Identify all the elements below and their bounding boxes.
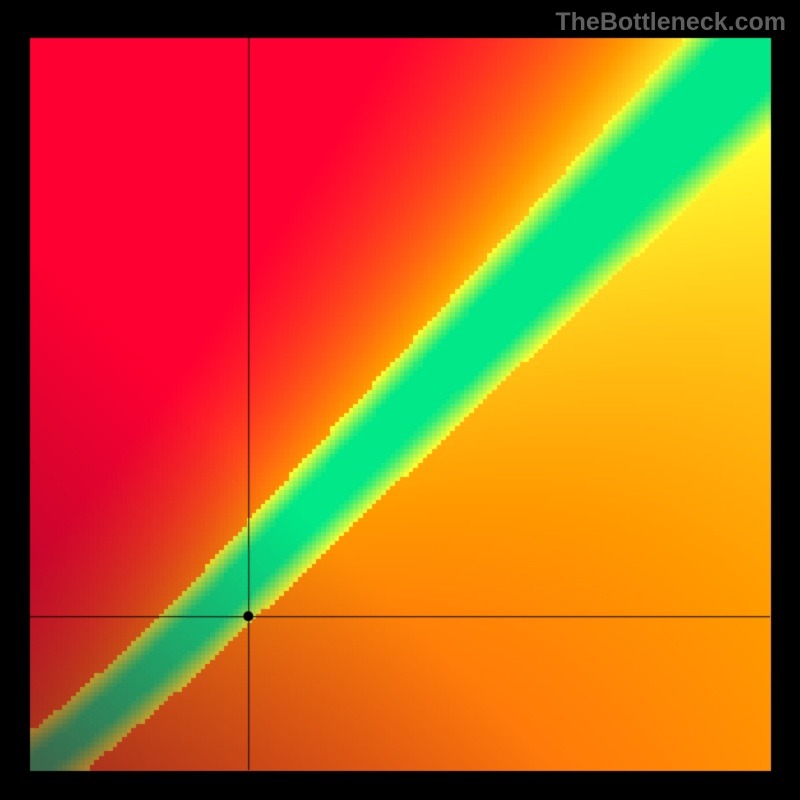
watermark-text: TheBottleneck.com (555, 8, 786, 37)
heatmap-canvas (0, 0, 800, 800)
chart-container: TheBottleneck.com (0, 0, 800, 800)
